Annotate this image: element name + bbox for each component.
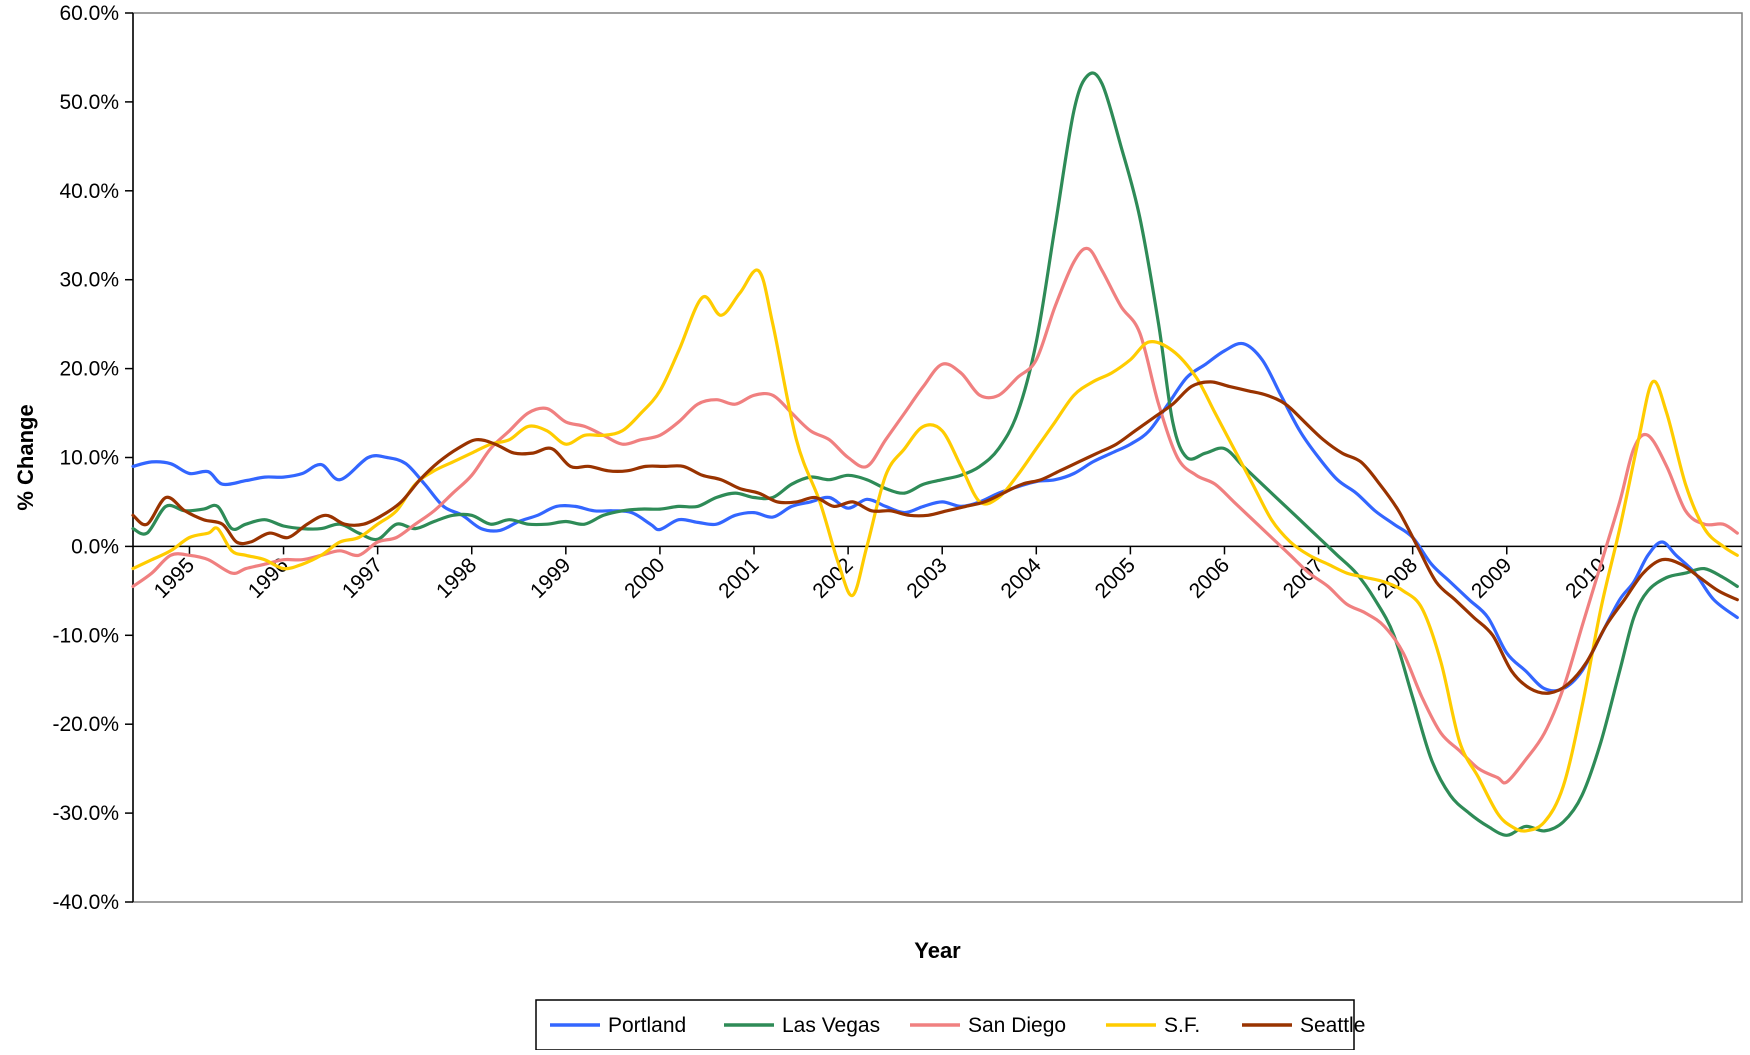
x-tick-label: 2009 — [1467, 554, 1516, 603]
legend-label-portland: Portland — [608, 1014, 686, 1037]
x-axis: 1995 1996 1997 1998 1999 2000 2001 2002 2003 2004… — [150, 546, 1610, 603]
x-tick-label: 1997 — [338, 554, 387, 603]
x-tick-label: 2004 — [997, 553, 1047, 603]
x-tick-label: 2003 — [902, 554, 951, 603]
series-line-portland — [131, 341, 1739, 693]
y-tick-label: -40.0% — [52, 891, 119, 914]
y-tick-label: -20.0% — [52, 713, 119, 736]
series-lines — [131, 71, 1739, 837]
y-tick-label: -30.0% — [52, 802, 119, 825]
series-line-las-vegas — [131, 71, 1739, 837]
x-tick-label: 1998 — [432, 554, 481, 603]
x-tick-label: 2005 — [1091, 554, 1140, 603]
y-tick-label: 50.0% — [59, 91, 119, 114]
legend-label-seattle: Seattle — [1300, 1014, 1365, 1037]
x-tick-label: 1995 — [150, 554, 199, 603]
series-line-san-diego — [131, 246, 1739, 785]
x-tick-label: 2000 — [620, 554, 669, 603]
legend-label-s-f: S.F. — [1164, 1014, 1200, 1037]
y-axis: -40.0% -30.0% -20.0% -10.0% 0.0% 10.0% 20.0% 30… — [52, 2, 133, 914]
legend-label-las-vegas: Las Vegas — [782, 1014, 880, 1037]
x-tick-label: 2008 — [1373, 554, 1422, 603]
x-axis-title: Year — [914, 938, 961, 963]
y-tick-label: 30.0% — [59, 269, 119, 292]
y-tick-label: 20.0% — [59, 358, 119, 381]
x-tick-label: 2001 — [714, 554, 763, 603]
series-line-s-f — [131, 268, 1739, 833]
y-tick-label: 40.0% — [59, 180, 119, 203]
legend-label-san-diego: San Diego — [968, 1014, 1066, 1037]
legend: Portland Las Vegas San Diego S.F. Seattle — [535, 999, 1365, 1051]
x-tick-label: 1999 — [526, 554, 575, 603]
y-tick-label: -10.0% — [52, 624, 119, 647]
y-tick-label: 60.0% — [59, 2, 119, 25]
series-line-seattle — [131, 380, 1739, 695]
y-tick-label: 10.0% — [59, 447, 119, 470]
y-tick-label: 0.0% — [71, 535, 119, 558]
x-tick-label: 2006 — [1185, 554, 1234, 603]
y-axis-title: % Change — [13, 404, 38, 510]
